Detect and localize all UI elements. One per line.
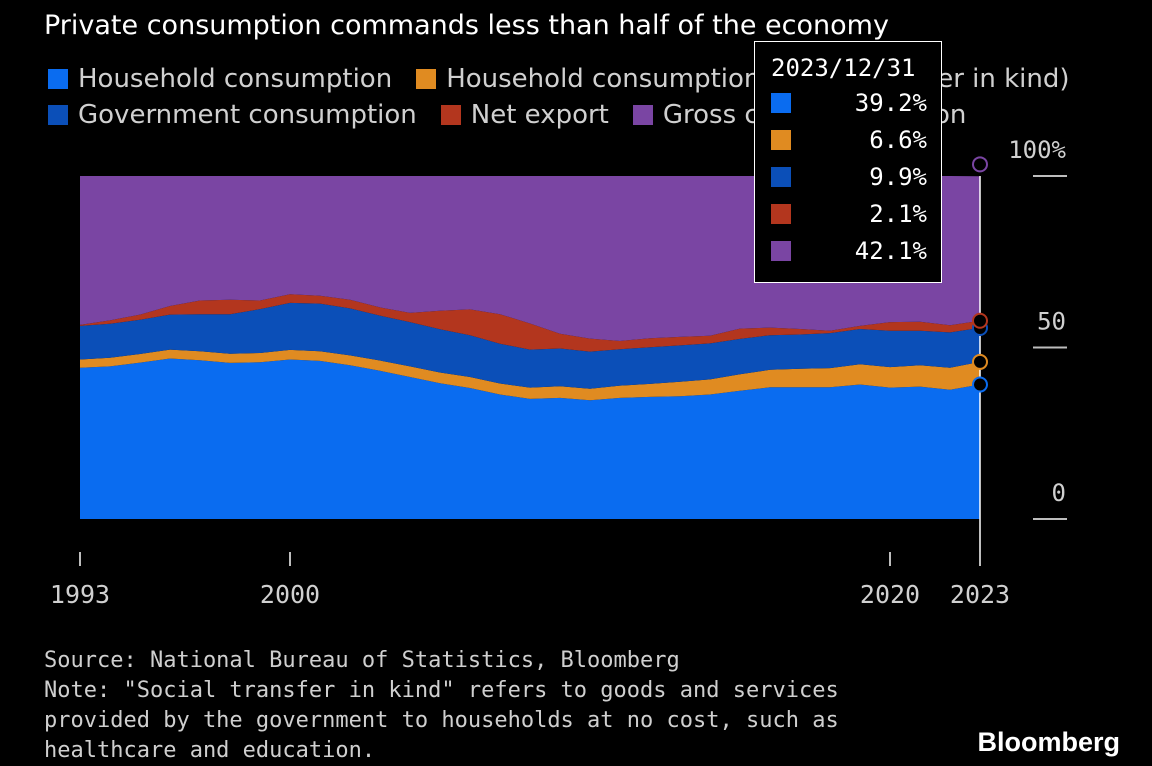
tooltip-row: 9.9% xyxy=(771,163,927,191)
hover-tooltip: 2023/12/31 39.2% 6.6% 9.9% 2.1% 42.1% xyxy=(754,41,942,283)
tooltip-swatch xyxy=(771,167,791,187)
legend-swatch xyxy=(440,105,461,125)
hover-marker xyxy=(972,353,988,370)
chart-title: Private consumption commands less than h… xyxy=(44,10,889,41)
tooltip-value: 9.9% xyxy=(869,163,927,191)
legend-swatch xyxy=(48,69,68,89)
tooltip-swatch xyxy=(771,130,791,150)
y-tick-label: 0 xyxy=(1052,479,1066,507)
x-tick-label: 2000 xyxy=(260,580,320,609)
tooltip-swatch xyxy=(771,93,791,113)
legend-swatch xyxy=(416,69,437,89)
bloomberg-logo: Bloomberg xyxy=(977,727,1120,757)
x-tick-label: 1993 xyxy=(50,580,110,609)
x-tick-label: 2023 xyxy=(950,580,1010,609)
hover-marker xyxy=(972,156,988,173)
legend-swatch xyxy=(632,105,653,125)
legend-item[interactable]: Household consumption xyxy=(48,64,392,94)
legend-item[interactable]: Net export xyxy=(440,100,609,130)
tooltip-row: 39.2% xyxy=(771,89,927,117)
note-line: provided by the government to households… xyxy=(44,708,839,733)
area-series xyxy=(80,302,980,389)
tooltip-row: 6.6% xyxy=(771,126,927,154)
area-series xyxy=(80,358,980,519)
tooltip-row: 2.1% xyxy=(771,200,927,228)
note-line: healthcare and education. xyxy=(44,738,376,763)
legend-label: Government consumption xyxy=(78,100,417,130)
source-text: Source: National Bureau of Statistics, B… xyxy=(44,648,680,673)
y-tick-label: 100% xyxy=(1008,136,1066,164)
tooltip-swatch xyxy=(771,241,791,261)
tooltip-row: 42.1% xyxy=(771,237,927,265)
tooltip-value: 2.1% xyxy=(869,200,927,228)
area-series xyxy=(80,294,980,352)
chart-footer: Source: National Bureau of Statistics, B… xyxy=(44,646,864,766)
tooltip-date: 2023/12/31 xyxy=(771,54,916,82)
hover-marker xyxy=(972,312,988,329)
hover-marker xyxy=(972,376,988,393)
y-tick-label: 50 xyxy=(1037,308,1066,336)
tooltip-value: 42.1% xyxy=(854,237,927,265)
area-series xyxy=(80,349,980,401)
tooltip-value: 6.6% xyxy=(869,126,927,154)
legend-swatch xyxy=(48,105,68,125)
tooltip-swatch xyxy=(771,204,791,224)
legend-item[interactable]: Government consumption xyxy=(48,100,417,130)
x-tick-label: 2020 xyxy=(860,580,920,609)
note-line: Note: "Social transfer in kind" refers t… xyxy=(44,678,839,703)
tooltip-value: 39.2% xyxy=(854,89,927,117)
legend-label: Net export xyxy=(470,100,609,130)
legend-label: Household consumption xyxy=(78,64,393,94)
